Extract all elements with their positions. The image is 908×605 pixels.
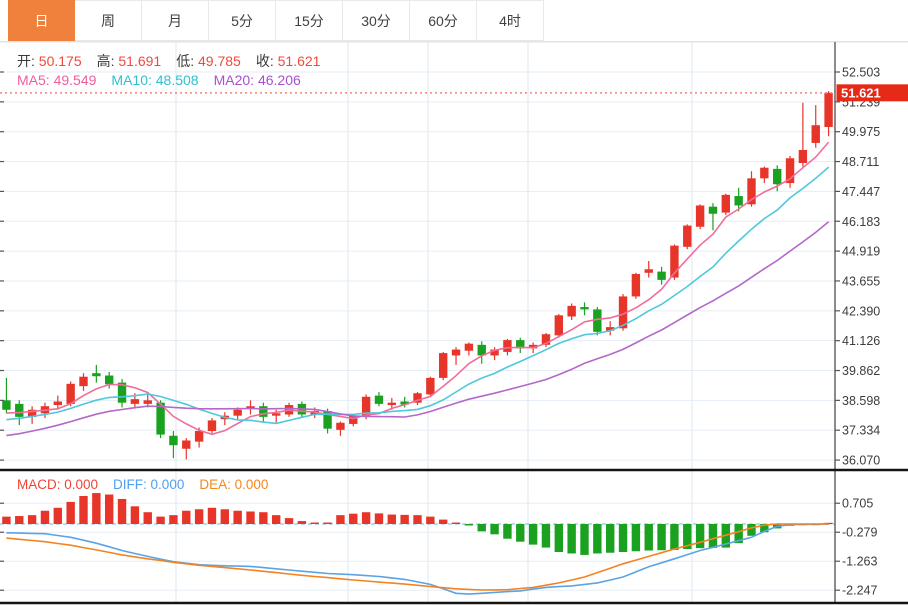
macd-histogram bbox=[2, 493, 833, 555]
label: MA5: bbox=[17, 72, 50, 88]
value: 49.549 bbox=[49, 72, 97, 88]
ma5-line bbox=[6, 141, 830, 436]
macd-dea: DEA: 0.000 bbox=[199, 477, 268, 492]
ohlc-low: 低: 49.785 bbox=[176, 53, 241, 69]
label: MACD: bbox=[17, 477, 61, 492]
axis-tick-label: -2.247 bbox=[842, 584, 877, 598]
tab-60min[interactable]: 60分 bbox=[410, 0, 477, 41]
tab-5min[interactable]: 5分 bbox=[209, 0, 276, 41]
value: 50.175 bbox=[34, 53, 82, 69]
tab-15min[interactable]: 15分 bbox=[276, 0, 343, 41]
ohlc-readout: 开: 50.175 高: 51.691 低: 49.785 收: 51.621 bbox=[17, 53, 335, 69]
dea-line bbox=[6, 523, 829, 591]
ma20-line bbox=[6, 221, 830, 437]
current-price-badge: 51.621 bbox=[836, 84, 908, 102]
ohlc-close: 收: 51.621 bbox=[256, 53, 321, 69]
macd-diff: DIFF: 0.000 bbox=[113, 477, 184, 492]
label: DIFF: bbox=[113, 477, 147, 492]
ohlc-open: 开: 50.175 bbox=[17, 53, 82, 69]
axis-tick-label: 44.919 bbox=[842, 245, 880, 259]
dea-line bbox=[6, 523, 829, 591]
axis-tick-label: 41.126 bbox=[842, 334, 880, 348]
axis-tick-label: 38.598 bbox=[842, 394, 880, 408]
macd-readout: MACD: 0.000 DIFF: 0.000 DEA: 0.000 bbox=[17, 477, 283, 493]
label: DEA: bbox=[199, 477, 231, 492]
candles-layer bbox=[2, 91, 833, 460]
ma-ma20: MA20: 46.206 bbox=[214, 72, 301, 88]
value: 51.691 bbox=[114, 53, 162, 69]
ma10-line bbox=[6, 166, 830, 425]
macd-macd: MACD: 0.000 bbox=[17, 477, 98, 492]
value: 51.621 bbox=[273, 53, 321, 69]
value: 0.000 bbox=[230, 477, 269, 492]
price-axis: 52.50351.23949.97548.71147.44746.18344.9… bbox=[0, 66, 880, 468]
label: 低: bbox=[176, 53, 195, 69]
axis-tick-label: 52.503 bbox=[842, 66, 880, 80]
axis-tick-label: 36.070 bbox=[842, 454, 880, 468]
ma10-line bbox=[6, 166, 830, 425]
axis-tick-label: 49.975 bbox=[842, 125, 880, 139]
label: 高: bbox=[96, 53, 115, 69]
axis-tick-label: -1.263 bbox=[842, 555, 877, 569]
tab-30min[interactable]: 30分 bbox=[343, 0, 410, 41]
grid-layer bbox=[0, 42, 835, 603]
axis-tick-label: 48.711 bbox=[842, 155, 879, 169]
timeframe-tabbar: 日周月 5分 15分 30分 60分 4时 bbox=[0, 0, 908, 42]
axis-tick-label: -0.279 bbox=[842, 526, 877, 540]
label: 开: bbox=[17, 53, 35, 69]
axis-tick-label: 43.655 bbox=[842, 274, 880, 288]
label: 收: bbox=[255, 53, 274, 69]
axis-tick-label: 39.862 bbox=[842, 364, 880, 378]
ma-readout: MA5: 49.549 MA10: 48.508 MA20: 46.206 bbox=[17, 72, 316, 88]
ma20-line bbox=[6, 221, 830, 437]
value: 0.000 bbox=[146, 477, 185, 492]
diff-line bbox=[6, 523, 829, 595]
tab-day[interactable]: 日 bbox=[8, 0, 75, 41]
axis-tick-label: 42.390 bbox=[842, 304, 880, 318]
value: 0.000 bbox=[60, 477, 99, 492]
diff-line bbox=[6, 523, 829, 595]
current-price-label: 51.621 bbox=[841, 86, 881, 101]
axis-tick-label: 37.334 bbox=[842, 424, 880, 438]
ohlc-high: 高: 51.691 bbox=[97, 53, 162, 69]
ma-ma10: MA10: 48.508 bbox=[111, 72, 198, 88]
axis-tick-label: 0.705 bbox=[842, 497, 873, 511]
value: 49.785 bbox=[194, 53, 241, 69]
macd-axis: 0.705 -0.279 -1.263 -2.247 bbox=[0, 497, 877, 598]
axis-tick-label: 46.183 bbox=[842, 215, 880, 229]
frame-layer bbox=[0, 41, 908, 605]
ma-ma5: MA5: 49.549 bbox=[17, 72, 96, 88]
label: MA20: bbox=[213, 72, 255, 88]
value: 46.206 bbox=[254, 72, 301, 88]
axis-tick-label: 47.447 bbox=[842, 185, 880, 199]
value: 48.508 bbox=[151, 72, 199, 88]
tab-week[interactable]: 周 bbox=[75, 0, 142, 41]
tab-month[interactable]: 月 bbox=[142, 0, 209, 41]
tab-4hour[interactable]: 4时 bbox=[477, 0, 544, 41]
ma5-line bbox=[6, 141, 830, 436]
label: MA10: bbox=[111, 72, 152, 88]
